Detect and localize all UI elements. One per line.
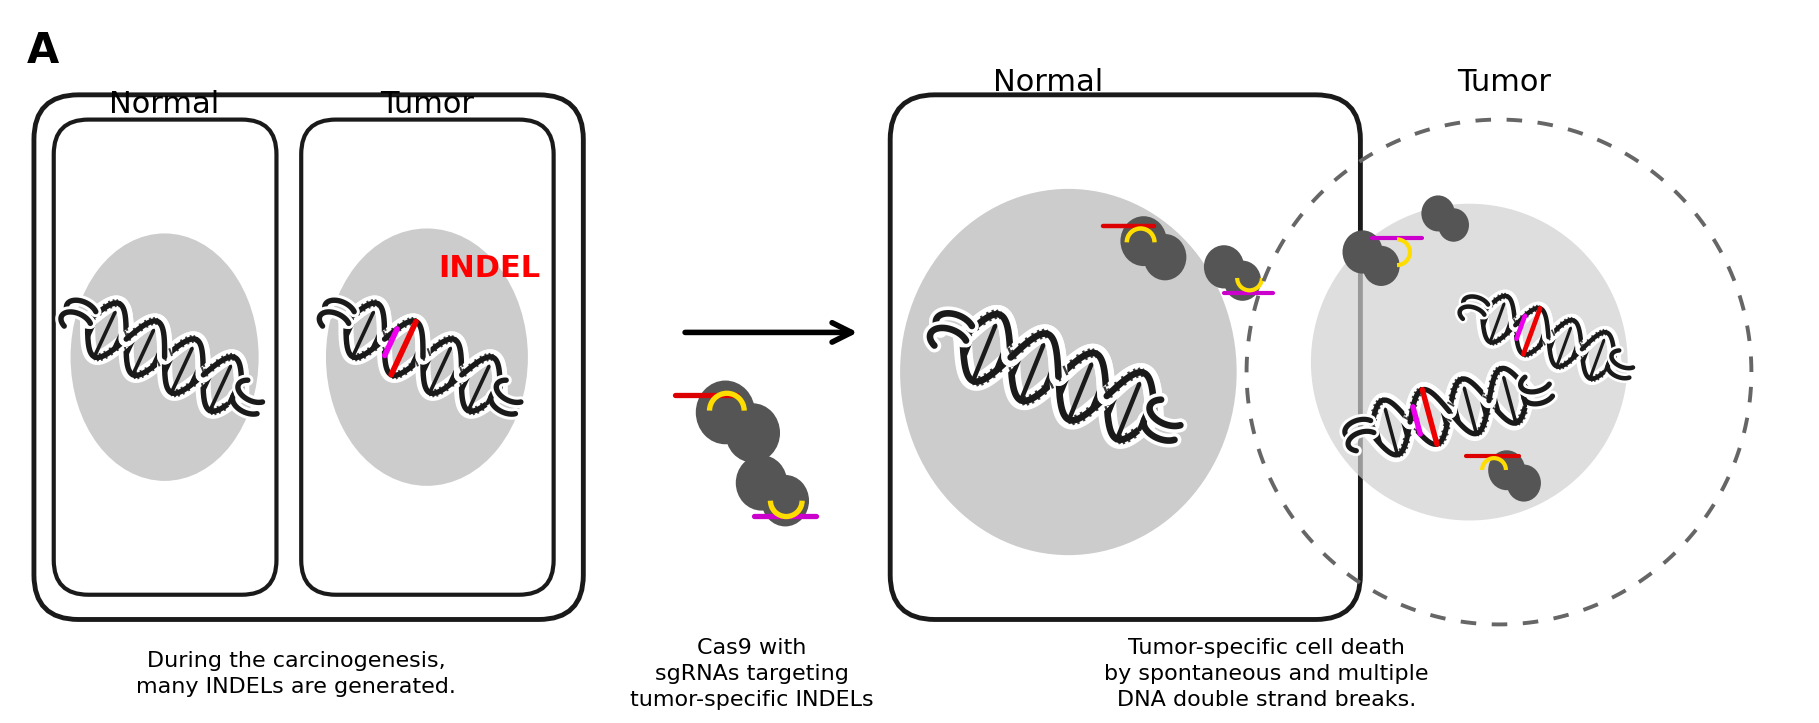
Text: Tumor-specific cell death
by spontaneous and multiple
DNA double strand breaks.: Tumor-specific cell death by spontaneous…: [1104, 638, 1428, 710]
Text: A: A: [27, 30, 60, 72]
Text: Normal: Normal: [109, 90, 220, 119]
Circle shape: [1246, 119, 1752, 625]
FancyBboxPatch shape: [55, 119, 276, 595]
Ellipse shape: [1506, 465, 1541, 502]
Ellipse shape: [697, 380, 755, 444]
Text: During the carcinogenesis,
many INDELs are generated.: During the carcinogenesis, many INDELs a…: [136, 651, 457, 697]
Ellipse shape: [726, 403, 780, 463]
Ellipse shape: [326, 228, 528, 486]
FancyBboxPatch shape: [889, 95, 1361, 620]
FancyBboxPatch shape: [302, 119, 553, 595]
Ellipse shape: [762, 475, 809, 526]
Ellipse shape: [1121, 216, 1166, 266]
Ellipse shape: [1342, 231, 1382, 273]
Text: Tumor: Tumor: [380, 90, 475, 119]
Ellipse shape: [1421, 195, 1455, 231]
Text: Tumor: Tumor: [1457, 69, 1552, 98]
Ellipse shape: [735, 455, 788, 510]
Text: INDEL: INDEL: [438, 254, 540, 283]
Ellipse shape: [900, 189, 1237, 555]
Ellipse shape: [1204, 245, 1244, 288]
Ellipse shape: [1488, 450, 1526, 490]
Ellipse shape: [1144, 234, 1186, 281]
Ellipse shape: [1311, 204, 1628, 521]
FancyBboxPatch shape: [35, 95, 584, 620]
Ellipse shape: [1362, 246, 1399, 286]
Text: Normal: Normal: [993, 69, 1104, 98]
Text: Cas9 with
sgRNAs targeting
tumor-specific INDELs: Cas9 with sgRNAs targeting tumor-specifi…: [629, 638, 873, 710]
Ellipse shape: [1224, 261, 1261, 301]
Ellipse shape: [71, 234, 258, 481]
Ellipse shape: [1439, 208, 1470, 241]
